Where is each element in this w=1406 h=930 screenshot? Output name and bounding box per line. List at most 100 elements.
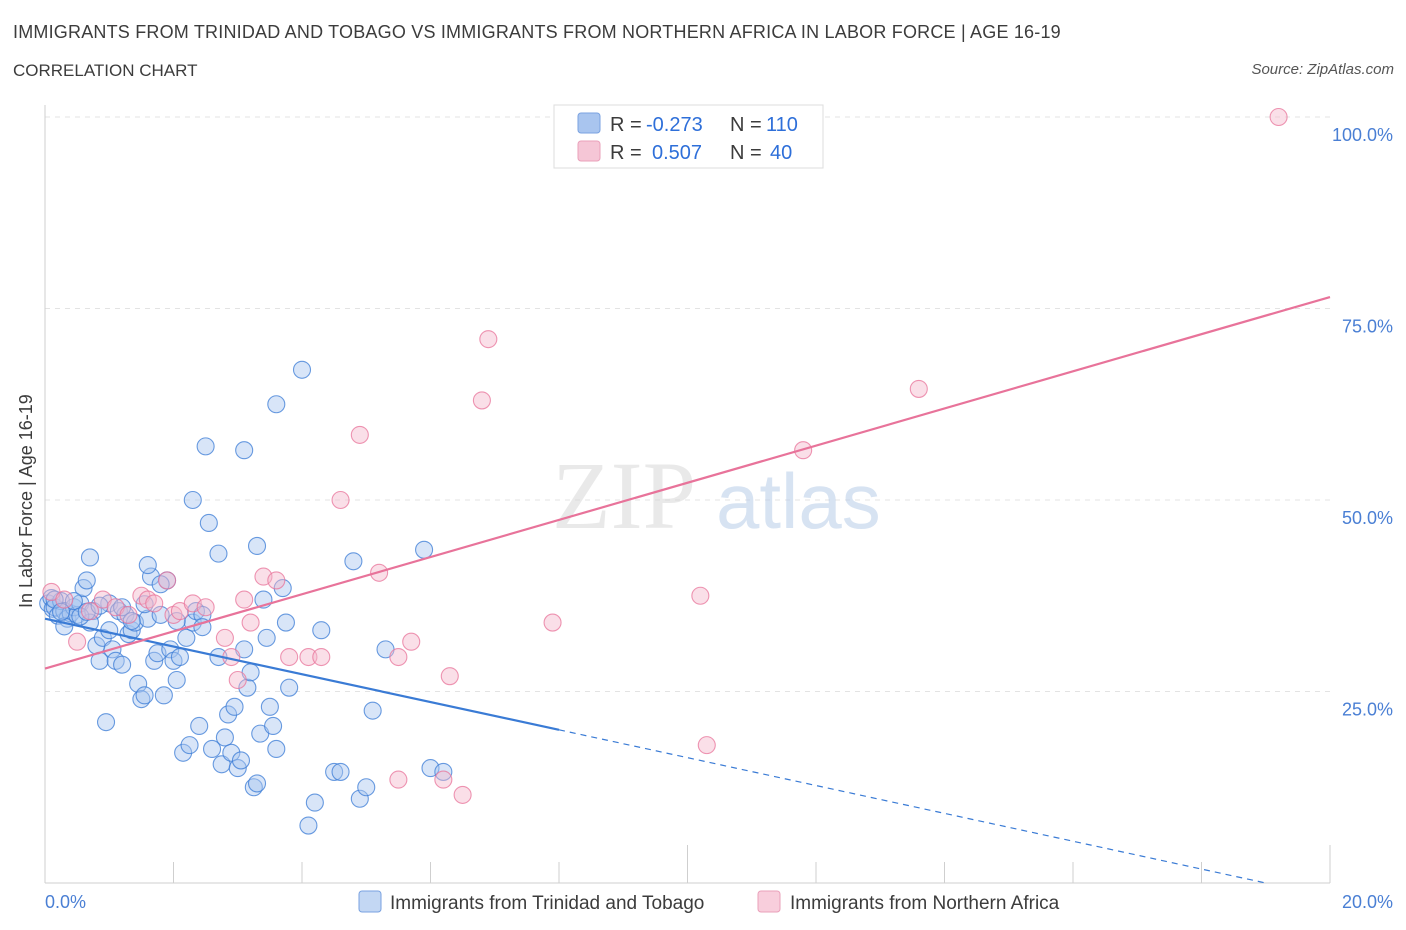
data-point-trinidad <box>264 716 283 736</box>
data-point-trinidad <box>190 716 209 736</box>
legend-r-value: -0.273 <box>646 114 703 136</box>
data-point-trinidad <box>96 713 116 732</box>
data-point-northern-africa <box>215 628 234 647</box>
data-point-trinidad <box>151 605 170 624</box>
data-point-trinidad <box>113 655 132 674</box>
chart-title: IMMIGRANTS FROM TRINIDAD AND TOBAGO VS I… <box>13 22 1061 42</box>
data-point-northern-africa <box>389 647 408 667</box>
y-tick-label: 100.0% <box>1332 125 1393 145</box>
data-point-northern-africa <box>1269 107 1288 127</box>
data-point-trinidad <box>238 678 257 697</box>
watermark-atlas: atlas <box>716 457 881 545</box>
data-point-northern-africa <box>228 670 247 690</box>
data-point-trinidad <box>170 647 189 667</box>
data-point-northern-africa <box>350 425 369 444</box>
data-point-northern-africa <box>158 571 177 590</box>
series-legend: Immigrants from Trinidad and Tobago Immi… <box>358 890 1060 914</box>
legend-r-label: R = <box>610 114 642 136</box>
data-point-trinidad <box>154 686 173 705</box>
x-tick-label: 20.0% <box>1342 892 1393 912</box>
data-point-trinidad <box>138 556 157 575</box>
trend-line-trinidad-extension <box>558 729 1266 884</box>
data-point-trinidad <box>180 736 199 755</box>
data-point-trinidad <box>231 751 251 770</box>
y-tick-label: 75.0% <box>1342 317 1393 337</box>
data-point-trinidad <box>350 789 369 808</box>
data-point-trinidad <box>222 743 241 762</box>
data-point-trinidad <box>312 621 331 640</box>
data-point-northern-africa <box>402 632 421 651</box>
data-point-trinidad <box>174 743 193 762</box>
data-point-trinidad <box>199 513 218 533</box>
data-point-northern-africa <box>235 590 254 609</box>
y-tick-label: 50.0% <box>1342 508 1393 528</box>
correlation-legend: R = -0.273 N = 110 R = 0.507 N = 40 <box>553 104 824 169</box>
data-point-northern-africa <box>472 391 491 410</box>
data-point-trinidad <box>177 628 196 647</box>
series-legend-label: Immigrants from Trinidad and Tobago <box>390 893 704 914</box>
data-point-trinidad <box>225 697 244 716</box>
trend-lines <box>44 295 1331 884</box>
data-point-trinidad <box>203 739 222 759</box>
data-point-trinidad <box>209 544 228 563</box>
data-point-trinidad <box>215 728 234 747</box>
legend-swatch-blue <box>577 112 601 134</box>
data-point-trinidad <box>64 592 83 611</box>
data-point-trinidad <box>196 437 215 456</box>
data-point-trinidad <box>135 686 154 705</box>
y-axis-label: In Labor Force | Age 16-19 <box>16 394 36 608</box>
data-point-trinidad <box>247 774 267 793</box>
data-point-northern-africa <box>145 594 164 613</box>
data-point-northern-africa <box>196 598 215 617</box>
data-point-trinidad <box>344 552 363 571</box>
y-tick-label: 25.0% <box>1342 700 1393 720</box>
chart-subtitle: CORRELATION CHART <box>13 61 198 80</box>
legend-n-label: N = <box>730 114 762 136</box>
data-point-northern-africa <box>389 770 408 789</box>
data-point-northern-africa <box>479 330 498 349</box>
source-note: Source: ZipAtlas.com <box>1251 61 1394 78</box>
series-legend-label: Immigrants from Northern Africa <box>790 893 1060 914</box>
tick-labels: 25.0% 50.0% 75.0% 100.0% 0.0% 20.0% <box>45 125 1393 912</box>
watermark: ZIP atlas <box>552 442 881 549</box>
data-point-trinidad <box>129 674 148 693</box>
data-point-northern-africa <box>267 571 286 590</box>
data-point-trinidad <box>325 762 344 781</box>
watermark-zip: ZIP <box>552 442 696 549</box>
data-point-trinidad <box>80 548 100 567</box>
x-tick-label: 0.0% <box>45 892 86 912</box>
data-point-trinidad <box>167 670 186 690</box>
data-point-northern-africa <box>299 647 318 667</box>
data-point-trinidad <box>363 701 382 720</box>
trend-line-northern-africa <box>44 295 1331 670</box>
data-point-northern-africa <box>909 379 928 398</box>
data-point-northern-africa <box>331 490 350 510</box>
data-point-northern-africa <box>312 647 331 667</box>
legend-n-value: 40 <box>770 142 792 164</box>
legend-r-label: R = <box>610 142 642 164</box>
series-legend-swatch-pink <box>757 890 781 913</box>
data-point-trinidad <box>357 778 376 797</box>
data-point-northern-africa <box>543 613 562 632</box>
data-point-trinidad <box>292 360 312 379</box>
data-point-trinidad <box>305 793 324 812</box>
data-point-trinidad <box>280 678 299 697</box>
data-point-northern-africa <box>68 632 87 651</box>
data-point-trinidad <box>235 441 254 460</box>
data-point-trinidad <box>299 816 318 835</box>
data-point-northern-africa <box>55 590 74 609</box>
legend-n-label: N = <box>730 142 762 164</box>
data-point-northern-africa <box>280 647 299 667</box>
data-point-northern-africa <box>691 586 710 605</box>
data-point-trinidad <box>434 762 453 781</box>
data-point-trinidad <box>183 490 202 510</box>
data-point-northern-africa <box>440 667 459 686</box>
data-point-trinidad <box>276 613 295 632</box>
data-point-trinidad <box>219 705 238 724</box>
data-point-northern-africa <box>80 602 100 621</box>
data-point-northern-africa <box>697 736 716 755</box>
legend-swatch-pink <box>577 140 601 162</box>
legend-n-value: 110 <box>766 114 798 136</box>
data-point-trinidad <box>260 697 279 716</box>
